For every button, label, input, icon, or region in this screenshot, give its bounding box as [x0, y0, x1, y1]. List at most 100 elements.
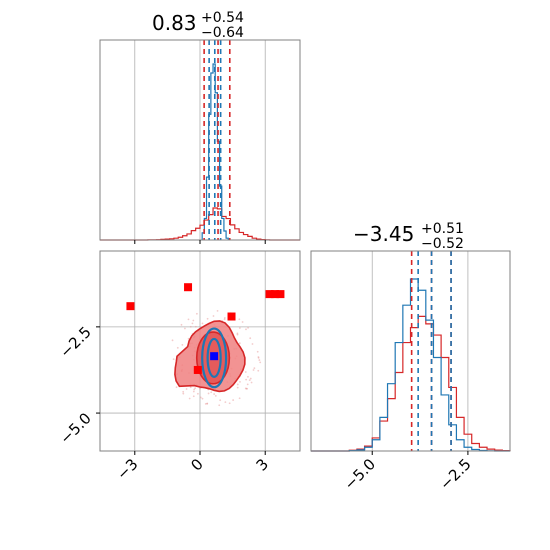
joint-sample-point — [194, 325, 197, 328]
top-title-median: 0.83 — [152, 11, 197, 35]
joint-sample-point — [224, 401, 227, 404]
joint-sample-point — [246, 383, 249, 386]
joint-sample-point — [204, 402, 207, 405]
joint-sample-point — [248, 379, 251, 382]
marginal-histogram-param-1: 0.83 +0.54−0.64 — [99, 10, 301, 244]
joint-sample-point — [210, 391, 213, 394]
joint-sample-point — [241, 321, 244, 323]
joint-sample-point — [244, 387, 247, 390]
joint-sample-point — [258, 359, 261, 361]
joint-sample-point — [188, 397, 191, 400]
joint-sample-point — [249, 377, 252, 380]
joint-marker-5 — [227, 312, 236, 321]
joint-ytick-label-1: −5.0 — [56, 409, 94, 447]
right-xtick-label-0: −5.0 — [341, 455, 379, 493]
joint-sample-point — [201, 397, 204, 400]
right-title-minus: −0.52 — [421, 236, 464, 252]
joint-sample-point — [187, 318, 190, 321]
joint-sample-point — [223, 317, 226, 319]
joint-sample-point — [218, 404, 221, 407]
joint-sample-point — [223, 318, 226, 321]
joint-sample-point — [239, 380, 241, 383]
joint-marker-0 — [184, 283, 193, 292]
right-histogram-blue — [311, 278, 510, 452]
joint-sample-point — [175, 386, 178, 389]
joint-sample-point — [184, 327, 186, 330]
joint-sample-point — [236, 332, 239, 335]
joint-sample-point — [253, 367, 256, 370]
joint-marker-4 — [276, 290, 285, 299]
joint-sample-point — [238, 318, 241, 321]
joint-sample-point — [181, 343, 184, 346]
joint-sample-point — [201, 322, 204, 325]
joint-marker-2 — [265, 290, 274, 299]
joint-sample-point — [236, 386, 239, 389]
right-xtick-label-1: −2.5 — [436, 455, 474, 493]
right-panel-frame — [310, 250, 511, 452]
joint-sample-point — [206, 317, 209, 320]
joint-sample-point — [232, 399, 235, 401]
joint-sample-point — [172, 358, 175, 361]
joint-marker-1 — [126, 302, 135, 311]
joint-sample-point — [182, 392, 185, 395]
joint-sample-point — [189, 386, 192, 389]
right-histogram-red — [311, 315, 511, 452]
joint-scatter-panel: −3 0 3 −2.5 −5.0 — [56, 250, 301, 483]
joint-sample-point — [191, 322, 194, 325]
joint-sample-point — [189, 325, 192, 328]
joint-sample-point — [176, 346, 179, 349]
joint-sample-point — [236, 333, 239, 336]
joint-sample-point — [238, 327, 241, 329]
joint-sample-point — [219, 399, 222, 402]
top-title-minus: −0.64 — [201, 25, 244, 41]
joint-sample-point — [192, 395, 195, 398]
joint-sample-point — [180, 323, 183, 326]
joint-ytick-label-0: −2.5 — [56, 323, 94, 361]
joint-sample-point — [245, 328, 247, 331]
joint-sample-point — [185, 388, 188, 390]
joint-sample-point — [228, 402, 231, 405]
joint-sample-point — [236, 383, 239, 386]
joint-sample-point — [251, 343, 254, 345]
right-title-plus: +0.51 — [421, 221, 464, 237]
joint-sample-point — [207, 392, 210, 395]
joint-xtick-label-1: 0 — [187, 455, 206, 474]
joint-sample-point — [244, 371, 247, 373]
joint-sample-point — [214, 394, 217, 397]
joint-sample-point — [192, 390, 195, 393]
joint-sample-point — [247, 326, 249, 329]
joint-contour-blue-inner — [206, 337, 222, 378]
joint-contour-blue-outer — [201, 327, 228, 389]
joint-marker-6 — [193, 365, 202, 374]
joint-sample-point — [252, 369, 255, 371]
joint-xtick-label-2: 3 — [253, 455, 272, 474]
joint-sample-point — [212, 315, 215, 317]
joint-sample-point — [213, 393, 216, 395]
joint-xtick-label-0: −3 — [113, 455, 141, 483]
joint-sample-point — [238, 342, 241, 345]
joint-sample-point — [250, 381, 253, 384]
joint-sample-point — [257, 356, 260, 358]
joint-sample-point — [249, 337, 252, 340]
joint-plot-area — [100, 251, 300, 451]
joint-sample-point — [216, 309, 219, 312]
joint-sample-point — [206, 402, 209, 405]
joint-sample-point — [194, 387, 197, 390]
joint-sample-point — [257, 369, 260, 372]
top-title-plus: +0.54 — [201, 10, 244, 26]
joint-sample-point — [259, 361, 262, 364]
joint-sample-point — [182, 390, 185, 393]
joint-sample-point — [193, 388, 196, 391]
joint-marker-3 — [271, 290, 279, 299]
joint-sample-point — [247, 375, 249, 378]
marginal-histogram-param-2: −5.0 −2.5 −3.45 +0.51−0.52 — [310, 221, 511, 494]
joint-sample-point — [256, 350, 259, 353]
joint-sample-point — [196, 392, 199, 395]
joint-sample-point — [199, 396, 202, 399]
joint-marker-7 — [210, 352, 219, 361]
joint-sample-point — [171, 339, 174, 342]
joint-sample-point — [245, 378, 248, 381]
joint-sample-point — [238, 397, 241, 400]
joint-sample-point — [192, 319, 195, 322]
